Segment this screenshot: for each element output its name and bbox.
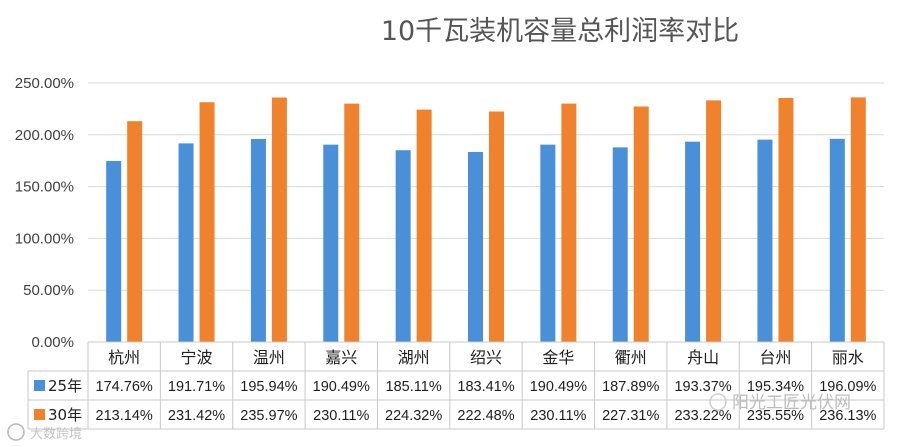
data-label: 174.76% (96, 379, 153, 395)
category-label: 衢州 (615, 348, 647, 367)
data-label: 183.41% (457, 379, 514, 395)
data-label: 190.49% (313, 379, 370, 395)
y-tick-label: 250.00% (15, 75, 74, 92)
category-label: 丽水 (832, 348, 864, 367)
category-label: 湖州 (398, 348, 430, 367)
legend-swatch (34, 380, 45, 391)
bar-series1 (250, 139, 266, 342)
bar-series2 (489, 111, 504, 343)
data-label: 222.48% (457, 408, 514, 424)
bar-series2 (850, 97, 866, 342)
watermark-wechat-icon (709, 393, 727, 411)
bar-series2 (561, 103, 577, 342)
bar-series2 (633, 106, 649, 343)
chart-title: 10千瓦装机容量总利润率对比 (381, 16, 739, 47)
category-label: 舟山 (687, 348, 719, 367)
category-label: 绍兴 (470, 348, 502, 367)
data-label: 230.11% (313, 408, 369, 424)
bar-series2 (271, 97, 287, 342)
data-label: 224.32% (385, 408, 442, 424)
bar-series1 (468, 151, 483, 342)
category-label: 金华 (542, 348, 574, 367)
bar-series1 (178, 143, 194, 342)
bar-series2 (778, 97, 794, 342)
y-axis-ticks: 0.00% 50.00% 100.00% 150.00% 200.00% 250.00% (15, 75, 74, 351)
data-label: 236.13% (819, 408, 876, 424)
bar-series2 (416, 109, 432, 342)
data-label: 235.97% (240, 408, 297, 424)
legend-swatch (34, 409, 45, 420)
bar-series1 (323, 144, 339, 342)
data-label: 196.09% (819, 379, 876, 395)
y-tick-label: 50.00% (23, 282, 74, 299)
watermark-bottom-left: 大数跨境 (7, 423, 82, 442)
data-label: 187.89% (602, 379, 659, 395)
data-table: 杭州 宁波 温州 嘉兴 湖州 绍兴 金华 衢州 舟山 台州 丽水 25年 174.76% 191.71% 1… (27, 341, 885, 430)
y-tick-label: 100.00% (15, 230, 74, 247)
category-label: 嘉兴 (325, 348, 357, 367)
bar-series1 (829, 138, 845, 342)
bar-series2 (344, 103, 360, 342)
bar-series1 (612, 147, 628, 342)
data-label: 193.37% (674, 379, 731, 395)
data-label: 213.14% (96, 408, 153, 424)
y-tick-label: 150.00% (15, 179, 74, 196)
watermark-logo-icon (7, 423, 25, 441)
watermark-bottom-right: 阳光工匠光伏网 (709, 393, 851, 413)
data-label: 230.11% (530, 408, 586, 424)
bar-series2 (199, 102, 215, 343)
bar-series2 (127, 121, 143, 343)
y-tick-label: 200.00% (15, 127, 74, 144)
category-label: 温州 (253, 348, 285, 367)
watermark-left-text: 大数跨境 (30, 427, 82, 442)
category-label: 宁波 (181, 348, 213, 367)
data-label: 190.49% (530, 379, 587, 395)
category-label: 台州 (759, 348, 791, 367)
data-label: 195.94% (240, 379, 297, 395)
data-label: 231.42% (168, 408, 225, 424)
bar-series1 (395, 150, 411, 342)
bars (106, 97, 866, 343)
legend-label: 30年 (48, 406, 82, 424)
bar-series1 (106, 160, 122, 342)
data-label: 227.31% (602, 408, 659, 424)
data-label: 191.71% (168, 379, 225, 395)
bar-series1 (685, 141, 701, 342)
bar-series2 (706, 100, 722, 342)
data-label: 195.34% (747, 379, 804, 395)
data-label: 185.11% (386, 379, 442, 395)
watermark-right-text: 阳光工匠光伏网 (732, 393, 851, 413)
legend-label: 25年 (48, 377, 82, 395)
bar-series1 (757, 139, 773, 342)
bar-series1 (540, 144, 556, 342)
data-label: 235.55% (747, 408, 804, 424)
data-label: 233.22% (674, 408, 731, 424)
category-label: 杭州 (108, 348, 140, 367)
y-tick-label: 0.00% (31, 334, 74, 351)
